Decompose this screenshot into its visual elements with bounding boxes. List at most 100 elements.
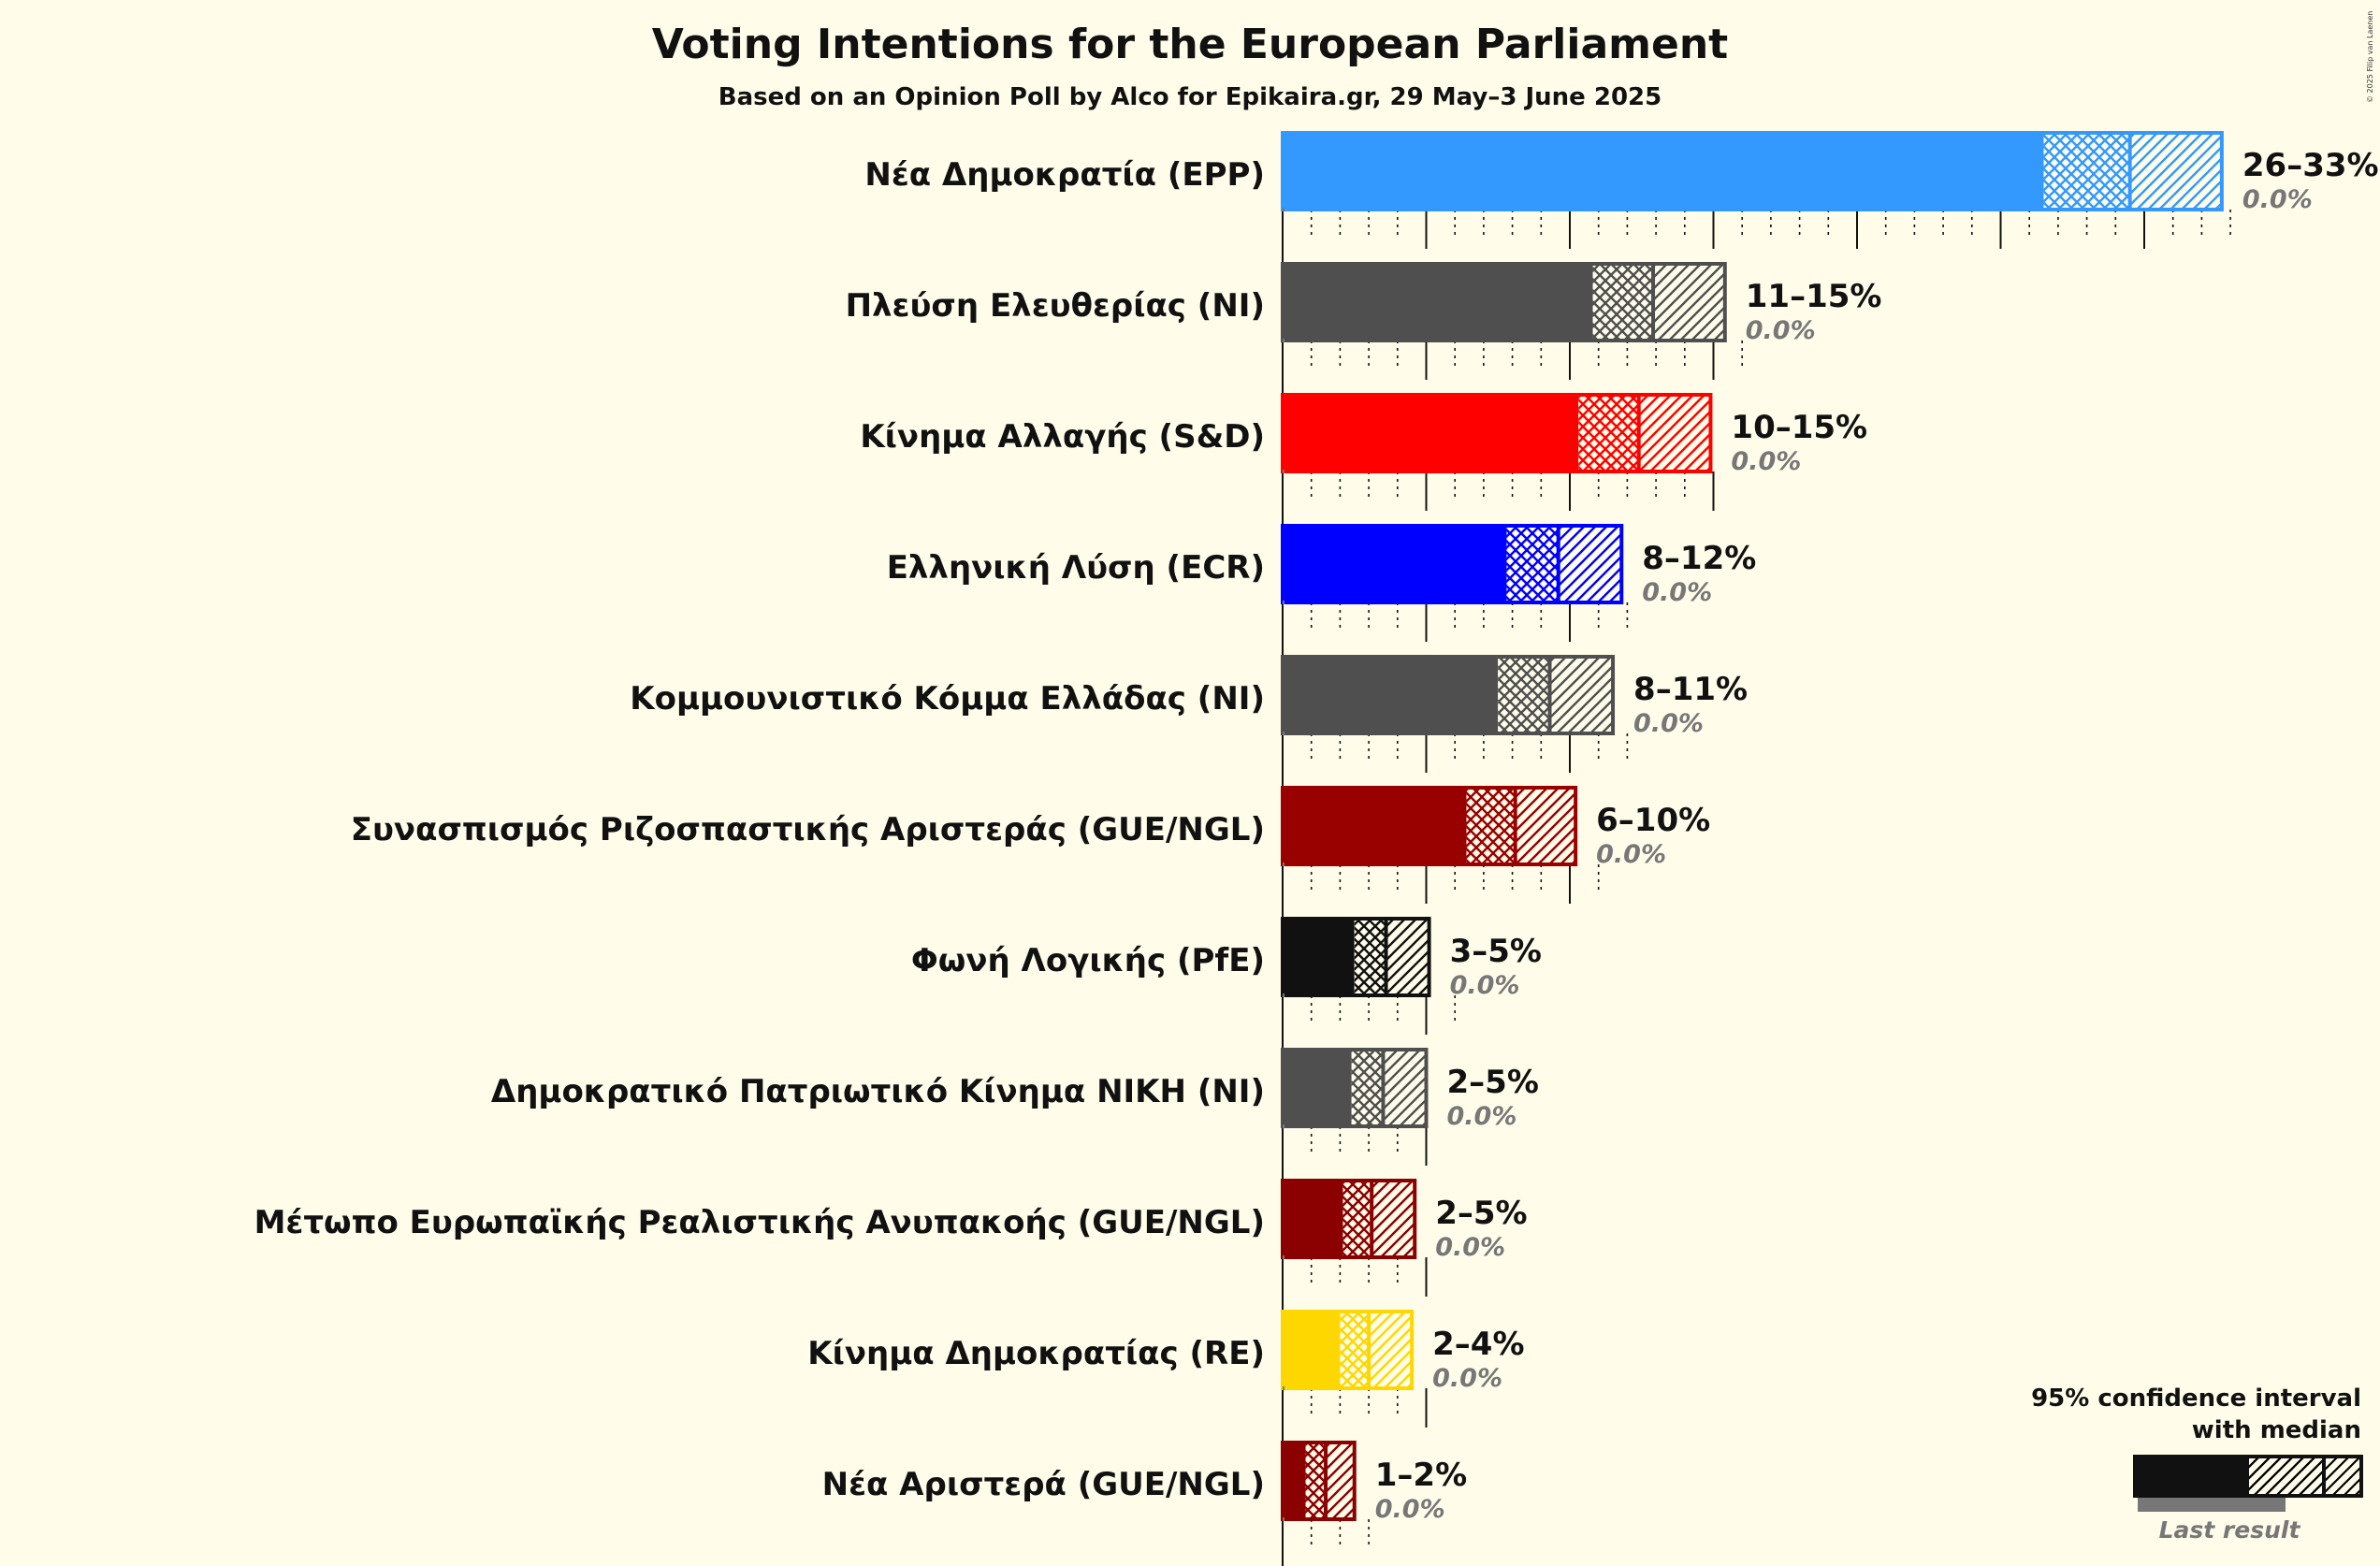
last-result-label: 0.0% (1642, 578, 1712, 607)
bar-solid (1283, 264, 1593, 341)
range-label: 2–4% (1432, 1326, 1524, 1363)
bar-last-result (1283, 993, 1284, 997)
bar-ci-upper (1369, 1312, 1413, 1388)
bar-last-result (1283, 470, 1284, 473)
bar-outline (1281, 1441, 1357, 1521)
chart-title: Voting Intentions for the European Parli… (652, 21, 1728, 68)
bar-group: Πλεύση Ελευθερίας (NI) 11–15%0.0% (846, 262, 1882, 380)
bars-layer: Νέα Δημοκρατία (EPP) 26–33%0.0%Πλεύση Ελε… (254, 131, 2379, 1566)
party-label: Φωνή Λογικής (PfE) (911, 942, 1265, 979)
bar-solid (1283, 395, 1579, 471)
bar-ci-lower (1506, 526, 1559, 602)
bar-group: Νέα Αριστερά (GUE/NGL) 1–2%0.0% (822, 1441, 1467, 1547)
legend-frame (2133, 1455, 2363, 1498)
bar-last-result (1283, 1124, 1284, 1128)
bar-ci-lower (1592, 264, 1654, 341)
bar-solid (1283, 526, 1507, 602)
bar-last-result (1283, 339, 1284, 342)
bar-ci-lower (1354, 919, 1386, 995)
legend-line2: with median (2192, 1416, 2361, 1444)
bar-ci-upper (2129, 133, 2222, 210)
bar-group: Κίνημα Δημοκρατίας (RE) 2–4%0.0% (807, 1310, 1525, 1428)
last-result-label: 0.0% (1435, 1233, 1505, 1262)
bar-outline (1281, 655, 1616, 735)
bar-ci-upper (1386, 919, 1429, 995)
bar-solid (1283, 919, 1355, 995)
bar-group: Κομμουνιστικό Κόμμα Ελλάδας (NI) 8–11%0.0… (630, 655, 1748, 773)
party-label: Συνασπισμός Ριζοσπαστικής Αριστεράς (GUE… (351, 811, 1265, 848)
range-label: 2–5% (1435, 1195, 1527, 1232)
credit-text: © 2025 Filip van Laenen (2366, 11, 2374, 103)
party-label: Δημοκρατικό Πατριωτικό Κίνημα ΝΙΚΗ (NI) (491, 1073, 1265, 1110)
legend-line1: 95% confidence interval (2031, 1385, 2361, 1413)
chart-subtitle: Based on an Opinion Poll by Alco for Epi… (718, 83, 1662, 111)
bar-ci-lower (1578, 395, 1639, 471)
party-label: Πλεύση Ελευθερίας (NI) (846, 287, 1265, 325)
last-result-label: 0.0% (1746, 316, 1816, 345)
bar-outline (1281, 262, 1727, 342)
range-label: 11–15% (1746, 278, 1882, 315)
range-label: 3–5% (1450, 933, 1542, 970)
bar-last-result (1283, 1517, 1284, 1521)
bar-solid (1283, 1312, 1341, 1388)
bar-ci-lower (1351, 1050, 1384, 1126)
range-label: 26–33% (2242, 147, 2379, 184)
bar-last-result (1283, 208, 1284, 211)
bar-ci-upper (1558, 526, 1622, 602)
bar-ci-upper (1653, 264, 1725, 341)
party-label: Μέτωπο Ευρωπαϊκής Ρεαλιστικής Ανυπακοής … (254, 1204, 1265, 1241)
bar-ci-lower (2043, 133, 2130, 210)
last-result-label: 0.0% (1596, 840, 1666, 869)
range-label: 8–11% (1633, 671, 1748, 708)
bar-outline (1281, 1310, 1415, 1390)
range-label: 10–15% (1731, 409, 1867, 446)
bar-solid (1283, 788, 1467, 864)
bar-outline (1281, 393, 1713, 473)
bar-group: Φωνή Λογικής (PfE) 3–5%0.0% (911, 917, 1542, 1035)
bar-outline (1281, 1179, 1417, 1259)
bar-ci-lower (1498, 657, 1550, 733)
legend-solid (2135, 1457, 2249, 1496)
party-label: Κομμουνιστικό Κόμμα Ελλάδας (NI) (630, 680, 1265, 718)
bar-last-result (1283, 601, 1284, 604)
bar-ci-upper (1371, 1181, 1415, 1257)
bar-last-result (1283, 1386, 1284, 1390)
last-result-label: 0.0% (1447, 1102, 1517, 1131)
bar-ci-lower (1342, 1181, 1372, 1257)
party-label: Νέα Δημοκρατία (EPP) (864, 156, 1265, 194)
bar-solid (1283, 1443, 1306, 1519)
legend: 95% confidence interval with median Last… (2031, 1385, 2363, 1544)
bar-ci-lower (1305, 1443, 1327, 1519)
last-result-label: 0.0% (1432, 1364, 1502, 1393)
bar-last-result (1283, 863, 1284, 866)
bar-solid (1283, 1050, 1352, 1126)
range-label: 1–2% (1375, 1457, 1467, 1494)
party-label: Ελληνική Λύση (ECR) (887, 549, 1265, 587)
bar-ci-upper (1515, 788, 1576, 864)
bar-solid (1283, 657, 1499, 733)
bar-ci-lower (1340, 1312, 1370, 1388)
bar-solid (1283, 1181, 1343, 1257)
legend-hatch (2324, 1457, 2361, 1496)
bar-outline (1281, 131, 2224, 211)
party-label: Νέα Αριστερά (GUE/NGL) (822, 1466, 1265, 1503)
bar-outline (1281, 524, 1624, 604)
range-label: 6–10% (1596, 802, 1710, 839)
bar-ci-upper (1638, 395, 1711, 471)
legend-crosshatch (2249, 1457, 2324, 1496)
bar-last-result (1283, 732, 1284, 735)
last-result-label: 0.0% (1450, 971, 1520, 1000)
bar-ci-lower (1466, 788, 1516, 864)
bar-ci-upper (1383, 1050, 1427, 1126)
bar-solid (1283, 133, 2044, 210)
bar-ci-upper (1326, 1443, 1355, 1519)
bar-last-result (1283, 1255, 1284, 1259)
last-result-label: 0.0% (1633, 709, 1704, 738)
legend-last-result-label: Last result (2159, 1516, 2301, 1544)
bar-outline (1281, 917, 1431, 997)
bar-group: Μέτωπο Ευρωπαϊκής Ρεαλιστικής Ανυπακοής … (254, 1179, 1528, 1297)
last-result-label: 0.0% (1375, 1495, 1445, 1524)
last-result-label: 0.0% (1731, 447, 1801, 476)
bar-group: Κίνημα Αλλαγής (S&D) 10–15%0.0% (860, 393, 1867, 511)
